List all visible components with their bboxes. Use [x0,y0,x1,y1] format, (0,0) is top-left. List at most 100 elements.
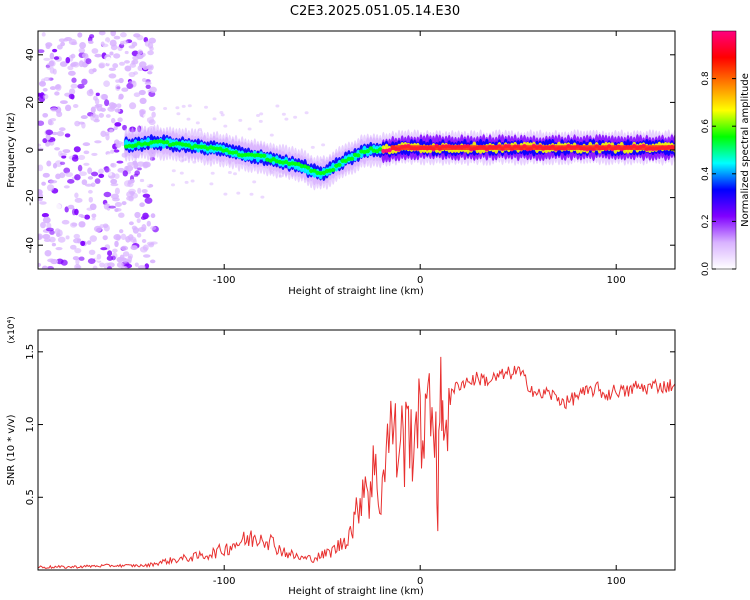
spectrogram-noise-blob [163,107,168,110]
spectrogram-noise-blob [107,250,113,257]
spectrogram-noise-blob [43,77,51,82]
x-tick-label: 0 [417,275,423,286]
spectrogram-noise-blob [81,78,88,85]
spectrogram-noise-blob [110,178,118,185]
spectrogram-noise-blob [105,56,112,64]
spectrogram-noise-blob [88,40,94,44]
spectrogram-noise-blob [80,240,86,247]
y-tick-label: 20 [25,96,36,109]
spectrogram-noise-blob [151,111,156,118]
colorbar-tick-label: 0.8 [701,71,711,86]
spectrogram-noise-blob [260,195,265,199]
spectrogram-noise-blob [269,133,274,137]
spectrogram-noise-blob [54,147,61,151]
spectrogram-noise-blob [176,112,181,116]
spectrogram-noise-blob [99,262,105,268]
spectrogram-noise-blob [112,63,119,69]
spectrogram-noise-blob [67,70,76,76]
spectrogram-x-axis-label: Height of straight line (km) [288,286,424,297]
spectrogram-noise-blob [105,153,114,160]
spectrogram-noise-blob [94,140,102,144]
colorbar-tick-label: 0.0 [701,262,711,277]
spectrogram-noise-blob [128,45,136,49]
spectrogram-noise-blob [120,32,127,38]
spectrogram-noise-blob [137,187,142,194]
spectrogram-noise-blob [38,110,42,114]
spectrogram-noise-blob [57,44,63,50]
spectrogram-noise-blob [78,256,85,261]
spectrogram-noise-blob [65,171,74,178]
spectrogram-noise-blob [127,255,133,263]
snr-x-ticks: -100 0 100 [213,330,626,587]
spectrogram-noise-blob [95,92,100,97]
spectrogram-noise-blob [78,154,86,160]
spectrogram-noise-blob [72,104,79,108]
spectrogram-noise-blob [118,77,124,84]
snr-panel: -100 0 100 0.5 1.0 1.5 Height of straight li… [6,316,676,597]
colorbar-tick-label: 0.4 [701,166,711,181]
spectrogram-noise-blob [210,171,215,175]
spectrogram-noise-blob [126,82,134,90]
spectrogram-noise-blob [209,182,214,186]
spectrogram-noise-blob [122,40,129,45]
spectrogram-noise-blob [50,107,58,112]
spectrogram-noise-blob [179,171,184,175]
colorbar-label: Normalized spectral amplitude [740,73,750,227]
spectrogram-noise-blob [46,160,52,167]
spectrogram-noise-blob [252,180,257,184]
spectrogram-noise-blob [42,93,49,100]
spectrogram-noise-blob [78,213,84,218]
spectrogram-noise-blob [114,187,120,195]
spectrogram-noise-blob [58,150,63,157]
spectrogram-noise-blob [100,107,106,112]
spectrogram-noise-blob [93,95,98,101]
spectrogram-noise-blob [76,238,82,244]
spectrogram-noise-blob [98,173,105,178]
spectrogram-noise-blob [42,216,51,224]
spectrogram-noise-blob [73,146,81,153]
spectrogram-noise-blob [71,208,77,216]
spectrogram-noise-blob [85,58,92,65]
spectrogram-noise-blob [57,236,66,243]
spectrogram-noise-blob [147,71,153,75]
spectrogram-noise-blob [88,249,96,256]
spectrogram-noise-blob [62,149,71,154]
spectrogram-noise-blob [84,214,91,220]
spectrogram-noise-blob [71,41,78,46]
spectrogram-noise-blob [88,68,95,75]
spectrogram-noise-blob [113,234,122,241]
spectrogram-noise-blob [86,240,92,245]
spectrogram-noise-blob [46,222,52,229]
spectrogram-noise-blob [107,262,115,268]
spectrogram-noise-blob [141,224,147,231]
spectrogram-noise-blob [89,203,97,211]
spectrogram-noise-blob [105,133,110,141]
spectrogram-noise-blob [195,121,200,125]
spectrogram-noise-blob [129,102,137,110]
spectrogram-noise-blob [149,259,156,264]
spectrogram-noise-blob [103,191,112,198]
spectrogram-noise-blob [86,89,94,97]
spectrogram-ridge-cell [271,157,276,162]
spectrogram-noise-blob [87,258,96,264]
spectrogram-noise-blob [74,174,81,181]
spectrogram-noise-blob [171,169,176,173]
spectrogram-noise-blob [68,93,75,100]
spectrogram-noise-blob [119,61,125,66]
spectrogram-noise-blob [293,115,298,119]
spectrogram-noise-blob [59,161,66,166]
spectrogram-noise-blob [79,171,87,177]
spectrogram-ridge-cell [368,146,373,151]
spectrogram-noise-blob [90,106,96,114]
spectrogram-noise-blob [142,193,151,198]
spectrogram-noise-blob [112,197,120,202]
spectrogram-noise-blob [114,108,121,113]
spectrogram-noise-blob [109,51,114,56]
spectrogram-noise-blob [139,97,147,105]
spectrogram-noise-blob [137,265,146,269]
spectrogram-noise-blob [59,61,68,67]
spectrogram-noise-blob [38,164,44,172]
spectrogram-noise-blob [103,80,110,87]
spectrogram-noise-blob [38,197,43,202]
